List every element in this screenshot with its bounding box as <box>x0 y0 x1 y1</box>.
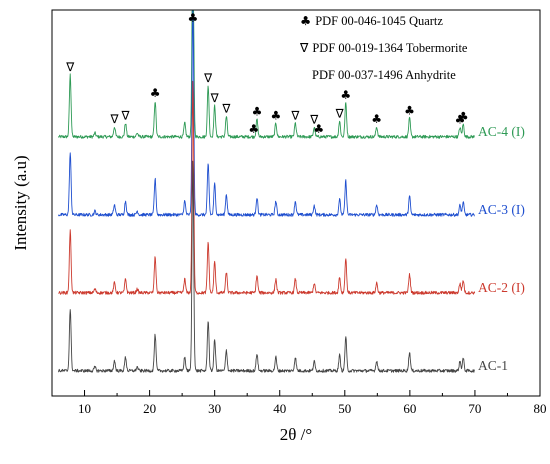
series-label: AC-3 (I) <box>478 202 525 217</box>
nabla-icon: ∇ <box>299 40 312 55</box>
phase-marker: ∇ <box>65 60 75 74</box>
phase-marker: ∇ <box>221 102 231 116</box>
x-tick-label: 60 <box>403 401 416 416</box>
x-tick-label: 20 <box>143 401 156 416</box>
phase-marker: ♣ <box>404 103 415 117</box>
phase-marker: ♣ <box>150 86 161 100</box>
phase-marker: ♣ <box>371 112 382 126</box>
phase-marker: ♣ <box>270 108 281 122</box>
x-axis-title: 2θ /° <box>280 425 312 444</box>
phase-marker: ♣ <box>340 88 351 102</box>
series-labels: AC-4 (I) AC-3 (I) AC-2 (I) AC-1 <box>478 124 525 373</box>
y-axis-title: Intensity (a.u) <box>11 155 30 250</box>
series-line <box>58 10 475 139</box>
phase-marker: ∇ <box>309 113 319 127</box>
phase-marker: ♣ <box>187 11 198 25</box>
phase-marker: ∇ <box>210 91 220 105</box>
legend-entry-tobermorite: ∇ PDF 00-019-1364 Tobermorite <box>299 40 468 55</box>
plot-frame <box>51 9 541 397</box>
series-label: AC-4 (I) <box>478 124 525 139</box>
legend: ♣ PDF 00-046-1045 Quartz ∇ PDF 00-019-13… <box>299 13 468 82</box>
phase-marker: ♣ <box>248 122 259 136</box>
phase-marker: ∇ <box>203 71 213 85</box>
series-traces <box>58 10 476 373</box>
x-tick-label: 50 <box>338 401 351 416</box>
phase-marker: ♣ <box>313 122 324 136</box>
phase-marker: ∇ <box>335 107 345 121</box>
x-tick-label: 80 <box>534 401 547 416</box>
phase-marker: ∇ <box>290 108 300 122</box>
series-line <box>58 80 476 295</box>
legend-entry-quartz: ♣ PDF 00-046-1045 Quartz <box>300 13 443 28</box>
legend-text: PDF 00-019-1364 Tobermorite <box>312 41 468 55</box>
x-tick-label: 30 <box>208 401 221 416</box>
x-tick-label: 40 <box>273 401 286 416</box>
series-label: AC-2 (I) <box>478 280 525 295</box>
series-line <box>58 10 475 217</box>
series-label: AC-1 <box>478 358 508 373</box>
phase-marker: ∇ <box>121 108 131 122</box>
x-tick-label: 70 <box>468 401 481 416</box>
x-axis-ticks: 10 20 30 40 50 60 70 80 <box>78 390 547 416</box>
club-icon: ♣ <box>300 13 315 28</box>
legend-text: PDF 00-046-1045 Quartz <box>315 14 443 28</box>
phase-markers: ∇∇ ∇♣♣∇∇∇♣♣ ♣ ∇ ∇♣∇♣♣♣♣♣ <box>65 11 468 136</box>
legend-entry-anhydrite: PDF 00-037-1496 Anhydrite <box>312 68 456 82</box>
phase-marker: ∇ <box>109 112 119 126</box>
legend-text: PDF 00-037-1496 Anhydrite <box>312 68 456 82</box>
phase-marker: ♣ <box>458 110 469 124</box>
series-line <box>58 160 475 373</box>
phase-marker: ♣ <box>252 105 263 119</box>
x-tick-label: 10 <box>78 401 91 416</box>
phase-marker: ♣ <box>455 113 466 127</box>
